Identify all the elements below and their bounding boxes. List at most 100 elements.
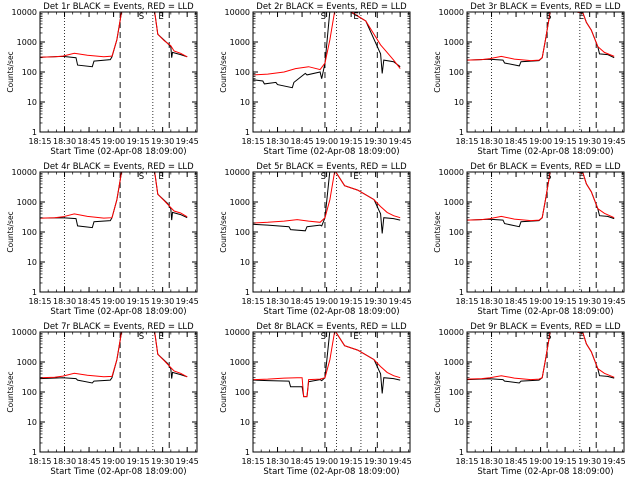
start-marker: S xyxy=(321,12,326,22)
x-tick-label: 18:45 xyxy=(505,137,528,146)
x-tick-label: 18:45 xyxy=(291,457,314,466)
panel-title: Det 7r BLACK = Events, RED = LLD xyxy=(43,322,194,332)
y-tick-label: 1 xyxy=(459,128,464,137)
y-tick-label: 100 xyxy=(235,388,250,397)
x-tick-label: 19:15 xyxy=(340,137,363,146)
y-tick-label: 1000 xyxy=(230,38,250,47)
lld-series-line xyxy=(40,12,188,58)
y-axis-title: Counts/sec xyxy=(219,211,228,252)
y-tick-label: 100 xyxy=(22,68,37,77)
x-axis-title: Start Time (02-Apr-08 18:09:00) xyxy=(263,147,399,157)
x-tick-label: 19:15 xyxy=(127,297,150,306)
x-tick-label: 18:30 xyxy=(266,297,289,306)
lld-series-line xyxy=(467,172,615,222)
y-tick-label: 1000 xyxy=(444,358,464,367)
x-tick-label: 19:00 xyxy=(102,137,125,146)
y-tick-label: 100 xyxy=(449,228,464,237)
x-tick-label: 18:45 xyxy=(505,297,528,306)
y-tick-label: 10000 xyxy=(12,328,37,337)
x-tick-label: 18:45 xyxy=(505,457,528,466)
y-tick-label: 10 xyxy=(454,418,464,427)
panel-title: Det 1r BLACK = Events, RED = LLD xyxy=(43,2,194,12)
x-tick-label: 19:30 xyxy=(364,457,387,466)
lld-series-line xyxy=(253,12,401,76)
x-tick-label: 19:30 xyxy=(364,137,387,146)
x-tick-label: 18:15 xyxy=(28,137,51,146)
x-tick-label: 19:00 xyxy=(529,137,552,146)
x-axis-title: Start Time (02-Apr-08 18:09:00) xyxy=(50,467,186,477)
end-marker: E xyxy=(353,12,358,22)
lld-series-line xyxy=(40,332,188,379)
lld-series-line xyxy=(467,12,615,62)
y-tick-label: 10000 xyxy=(439,8,464,17)
start-marker: S xyxy=(546,332,551,342)
x-axis-title: Start Time (02-Apr-08 18:09:00) xyxy=(477,467,613,477)
y-tick-label: 100 xyxy=(22,388,37,397)
x-tick-label: 19:30 xyxy=(151,457,174,466)
x-tick-label: 19:45 xyxy=(389,137,412,146)
y-tick-label: 100 xyxy=(235,68,250,77)
x-tick-label: 19:45 xyxy=(603,297,626,306)
x-tick-label: 19:00 xyxy=(102,457,125,466)
x-tick-label: 18:45 xyxy=(291,137,314,146)
start-marker: S xyxy=(321,172,326,182)
y-tick-label: 100 xyxy=(449,68,464,77)
y-tick-label: 10000 xyxy=(225,328,250,337)
x-tick-label: 19:45 xyxy=(389,457,412,466)
lld-series-line xyxy=(40,172,188,219)
start-marker: S xyxy=(546,172,551,182)
x-tick-label: 19:00 xyxy=(315,457,338,466)
end-marker: E xyxy=(158,12,163,22)
x-tick-label: 19:00 xyxy=(315,137,338,146)
y-tick-label: 1000 xyxy=(444,38,464,47)
x-tick-label: 18:15 xyxy=(455,297,478,306)
panel-title: Det 4r BLACK = Events, RED = LLD xyxy=(43,162,194,172)
y-tick-label: 1 xyxy=(245,448,250,457)
start-marker: S xyxy=(321,332,326,342)
events-series-line xyxy=(253,172,401,234)
y-tick-label: 1 xyxy=(245,128,250,137)
x-tick-label: 19:15 xyxy=(554,297,577,306)
y-tick-label: 10000 xyxy=(439,168,464,177)
y-tick-label: 100 xyxy=(22,228,37,237)
y-tick-label: 1 xyxy=(245,288,250,297)
x-tick-label: 18:15 xyxy=(241,457,264,466)
y-tick-label: 1000 xyxy=(230,358,250,367)
start-marker: S xyxy=(546,12,551,22)
x-axis-title: Start Time (02-Apr-08 18:09:00) xyxy=(477,307,613,317)
x-tick-label: 19:15 xyxy=(554,137,577,146)
x-tick-label: 19:30 xyxy=(364,297,387,306)
y-axis-title: Counts/sec xyxy=(6,371,15,412)
x-tick-label: 19:15 xyxy=(340,457,363,466)
events-series-line xyxy=(467,12,615,67)
x-tick-label: 19:45 xyxy=(176,137,199,146)
y-tick-label: 10 xyxy=(454,98,464,107)
y-tick-label: 10 xyxy=(240,98,250,107)
panel-title: Det 6r BLACK = Events, RED = LLD xyxy=(470,162,621,172)
x-tick-label: 19:45 xyxy=(603,457,626,466)
y-tick-label: 1 xyxy=(459,448,464,457)
x-tick-label: 19:45 xyxy=(176,297,199,306)
x-tick-label: 18:15 xyxy=(28,297,51,306)
panel-title: Det 9r BLACK = Events, RED = LLD xyxy=(470,322,621,332)
x-tick-label: 18:45 xyxy=(78,457,101,466)
start-marker: S xyxy=(139,12,144,22)
x-tick-label: 18:30 xyxy=(480,457,503,466)
x-tick-label: 19:00 xyxy=(315,297,338,306)
panel-title: Det 2r BLACK = Events, RED = LLD xyxy=(256,2,407,12)
y-axis-title: Counts/sec xyxy=(433,211,442,252)
end-marker: E xyxy=(158,332,163,342)
end-marker: E xyxy=(158,172,163,182)
end-marker: E xyxy=(579,332,584,342)
y-tick-label: 10 xyxy=(240,258,250,267)
y-tick-label: 10 xyxy=(27,258,37,267)
x-tick-label: 19:15 xyxy=(127,137,150,146)
x-tick-label: 19:30 xyxy=(578,297,601,306)
x-tick-label: 18:30 xyxy=(53,137,76,146)
y-tick-label: 100 xyxy=(449,388,464,397)
y-tick-label: 10000 xyxy=(225,8,250,17)
